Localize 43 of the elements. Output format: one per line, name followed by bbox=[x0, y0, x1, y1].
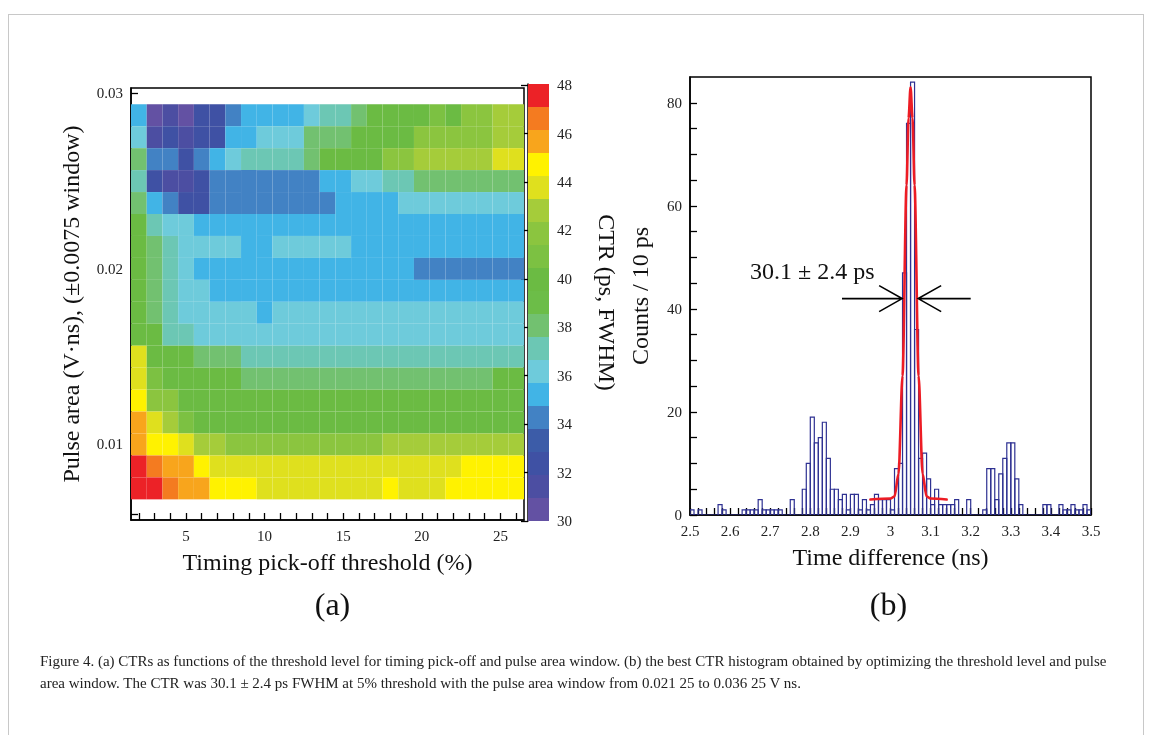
x-tick-label: 3.4 bbox=[1041, 522, 1061, 539]
y-tick-label: 0.02 bbox=[96, 260, 123, 277]
caption: Figure 4. (a) CTRs as functions of the threshold level for timing pick-off and pulse area window. (b) the best CTR histogram obtained by optimizing the threshold level and pulse area window. The CTR was 30.1 ± 2.4 ps FWHM at 5% threshold with the pulse area window from 0.021 25 to 0.036 25 V ns. bbox=[40, 652, 1108, 693]
y-tick-label: 60 bbox=[667, 197, 682, 214]
x-tick-label: 3.3 bbox=[1001, 522, 1021, 539]
y-tick-label: 0.01 bbox=[96, 436, 123, 453]
x-tick-label: 2.5 bbox=[680, 522, 700, 539]
x-axis-title: Time difference (ns) bbox=[792, 544, 989, 570]
annotation: 30.1 ± 2.4 ps bbox=[750, 257, 875, 284]
color-bar-label: 38 bbox=[557, 319, 572, 336]
color-bar-label: 30 bbox=[557, 513, 572, 529]
x-tick-label: 3.1 bbox=[921, 522, 940, 539]
x-tick-label: 2.9 bbox=[841, 522, 860, 539]
x-tick-label: 15 bbox=[335, 527, 351, 544]
color-bar-label: 32 bbox=[557, 464, 572, 481]
y-tick-label: 80 bbox=[667, 94, 682, 111]
x-tick-label: 2.7 bbox=[760, 522, 781, 539]
text: (a) bbox=[314, 586, 351, 622]
x-tick-label: 25 bbox=[492, 527, 508, 544]
x-tick-label: 3 bbox=[886, 522, 895, 539]
y-axis-title: Counts / 10 ps bbox=[627, 226, 653, 366]
y-tick-label: 0 bbox=[674, 507, 682, 523]
color-bar-label: 36 bbox=[557, 367, 573, 384]
x-tick-label: 5 bbox=[182, 527, 190, 544]
x-tick-label: 10 bbox=[257, 527, 273, 544]
x-tick-label: 2.8 bbox=[800, 522, 820, 539]
x-axis-title: Timing pick-off threshold (%) bbox=[182, 549, 473, 575]
x-tick-label: 3.5 bbox=[1081, 522, 1101, 539]
color-bar-label: 46 bbox=[557, 125, 573, 142]
x-tick-label: 20 bbox=[414, 527, 430, 544]
color-bar-label: 42 bbox=[557, 222, 572, 239]
y-tick-label: 20 bbox=[667, 403, 682, 420]
y-tick-label: 0.03 bbox=[96, 85, 123, 102]
x-tick-label: 2.6 bbox=[720, 522, 740, 539]
y-tick-label: 40 bbox=[667, 300, 682, 317]
text: (b) bbox=[869, 586, 908, 622]
color-bar-label: 44 bbox=[557, 174, 573, 191]
y-axis-title: Pulse area (V·ns), (±0.0075 window) bbox=[58, 125, 84, 483]
color-bar-label: 48 bbox=[557, 77, 572, 94]
color-bar-label: 34 bbox=[557, 416, 573, 433]
color-bar-title: CTR (ps, FWHM) bbox=[594, 214, 620, 391]
color-bar-label: 40 bbox=[557, 270, 572, 287]
x-tick-label: 3.2 bbox=[961, 522, 981, 539]
